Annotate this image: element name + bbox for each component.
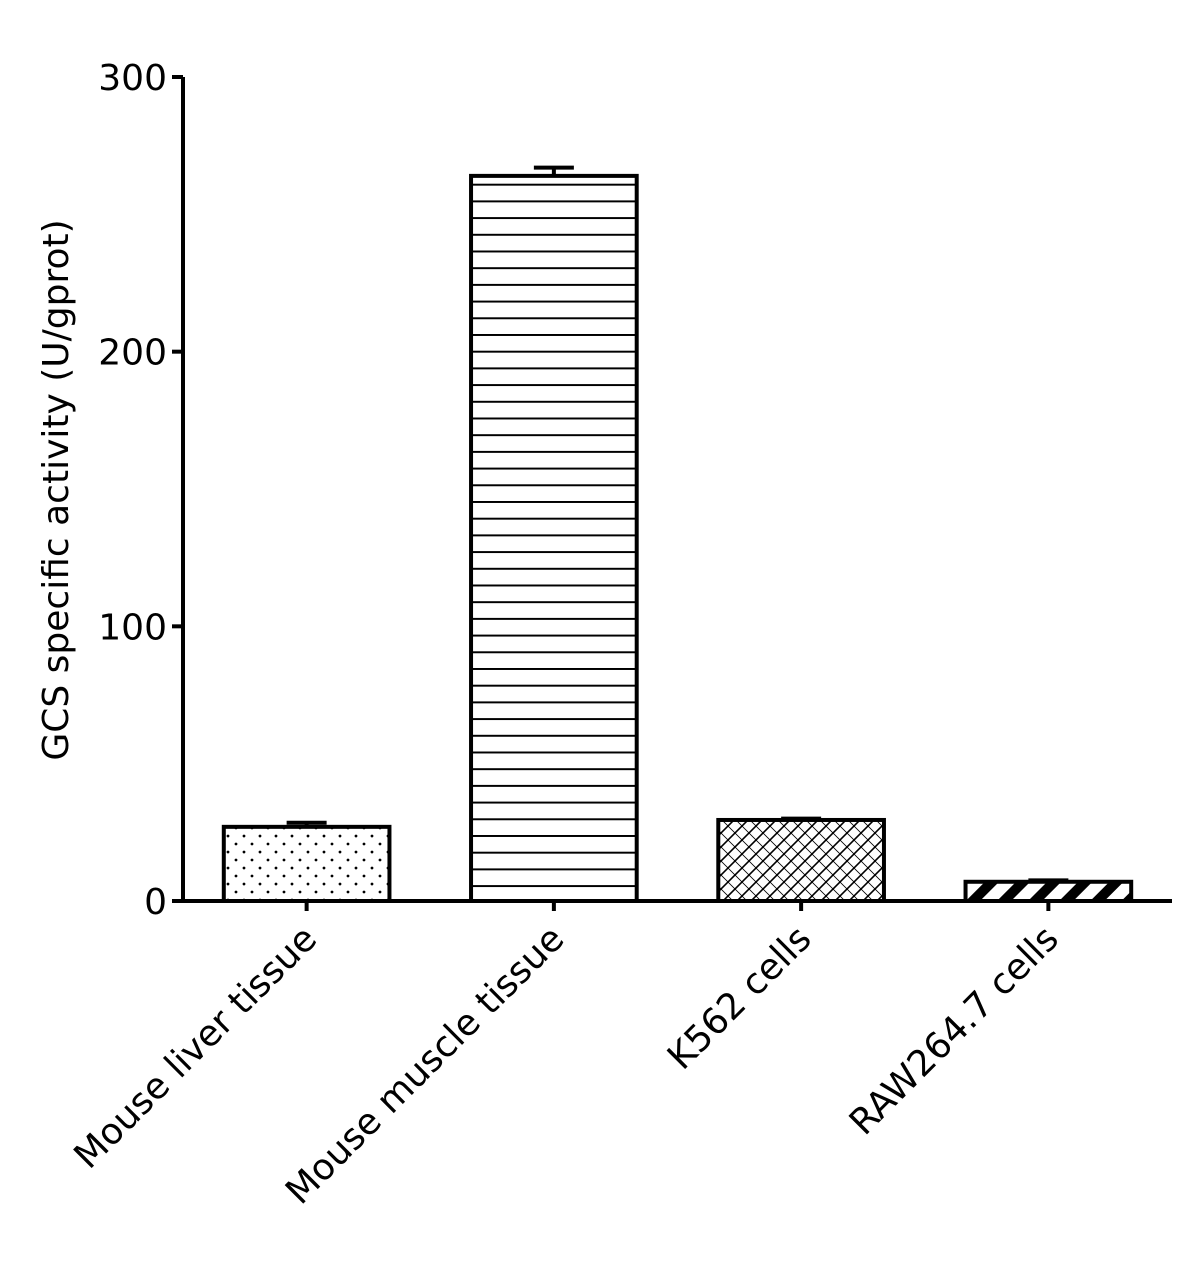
x-tick-label: K562 cells	[660, 918, 819, 1077]
x-tick-label: Mouse muscle tissue	[278, 918, 572, 1212]
y-tick-label: 200	[98, 333, 167, 374]
y-tick-label: 0	[144, 882, 167, 923]
x-tick-label: Mouse liver tissue	[67, 918, 325, 1176]
x-tick-label: RAW264.7 cells	[842, 918, 1067, 1143]
y-axis-title: GCS specific activity (U/gprot)	[36, 219, 77, 760]
y-tick-label: 100	[98, 607, 167, 648]
bar	[469, 173, 639, 903]
bar	[221, 824, 392, 904]
bar	[963, 879, 1134, 903]
y-tick-label: 300	[98, 58, 167, 99]
bar	[716, 817, 886, 903]
